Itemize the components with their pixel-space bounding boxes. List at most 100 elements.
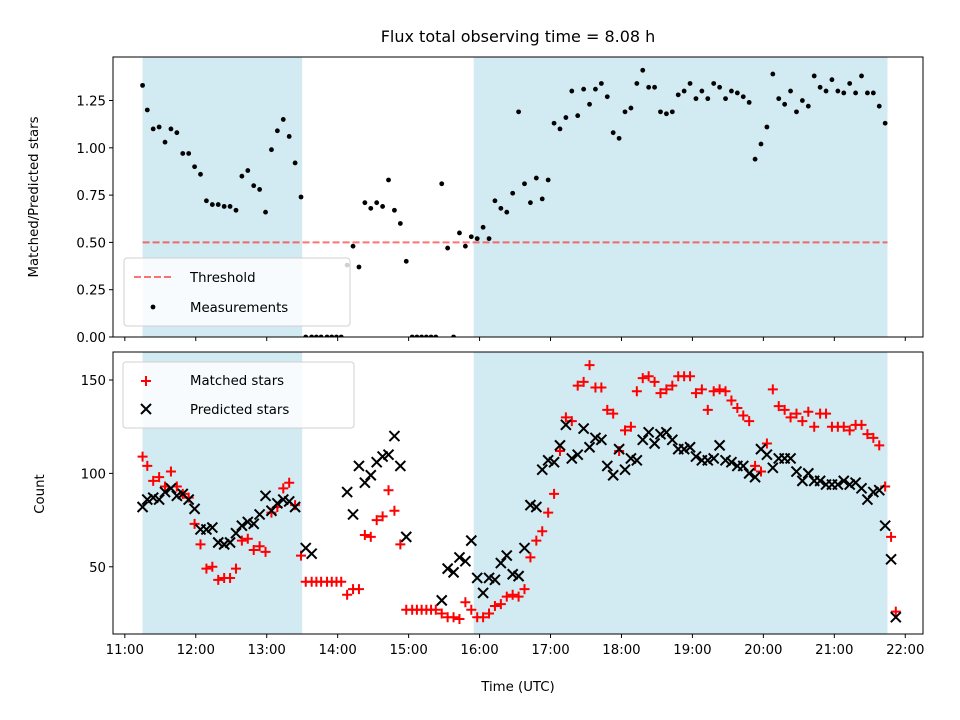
measurement-point: [419, 334, 425, 337]
predicted-point: [165, 482, 177, 495]
matched-point: [738, 410, 749, 421]
measurement-point: [486, 236, 492, 242]
measurement-point: [622, 109, 628, 115]
measurement-point: [664, 111, 669, 117]
measurement-point: [233, 207, 239, 213]
measurement-point: [374, 200, 380, 206]
measurement-point: [616, 135, 622, 141]
plot-area: [140, 67, 888, 337]
matched-point: [708, 386, 719, 397]
y-axis-label-top: Matched/Predicted stars: [27, 116, 42, 277]
legend-threshold-label: Threshold: [189, 271, 256, 286]
measurement-point: [587, 101, 592, 107]
predicted-point: [796, 475, 809, 487]
predicted-point: [159, 486, 171, 498]
predicted-point: [743, 467, 755, 480]
predicted-point: [153, 493, 165, 506]
predicted-point: [767, 462, 779, 474]
predicted-point: [637, 434, 649, 446]
measurement-point: [817, 84, 823, 90]
predicted-point: [136, 501, 149, 513]
observing-window-2: [473, 352, 888, 634]
predicted-point: [725, 456, 738, 468]
measurement-point: [257, 187, 263, 192]
matched-point: [821, 408, 832, 419]
predicted-point: [224, 536, 236, 549]
matched-point: [744, 416, 755, 427]
measurement-point: [711, 81, 717, 86]
measurement-point: [356, 264, 362, 270]
predicted-point: [359, 477, 371, 489]
predicted-point: [855, 482, 868, 495]
matched-point: [484, 608, 495, 619]
matched-point: [365, 531, 376, 542]
legend-measurements-swatch: [150, 304, 156, 310]
predicted-point: [465, 534, 477, 547]
predicted-point: [601, 460, 613, 472]
predicted-point: [394, 460, 407, 472]
matched-point: [513, 591, 524, 602]
predicted-point: [784, 452, 797, 465]
measurement-point: [658, 109, 663, 115]
y-tick-label: 150: [81, 374, 106, 389]
predicted-point: [530, 501, 543, 513]
matched-point: [466, 604, 477, 615]
predicted-point: [248, 518, 260, 530]
predicted-point: [289, 501, 301, 513]
x-tick-label: 12:00: [177, 643, 215, 658]
legend-matched-label: Matched stars: [190, 374, 284, 389]
matched-point: [260, 546, 271, 557]
measurement-point: [681, 88, 687, 94]
matched-point: [507, 589, 518, 600]
measurement-point: [150, 126, 156, 132]
measurement-point: [634, 81, 640, 86]
measurement-point: [286, 134, 292, 139]
predicted-point: [660, 426, 673, 439]
predicted-point: [631, 454, 643, 467]
x-tick-label: 22:00: [886, 643, 924, 658]
matched-point: [359, 530, 370, 541]
matched-point: [685, 371, 696, 382]
matched-point: [732, 403, 743, 414]
measurement-point: [362, 200, 368, 206]
matched-point: [342, 589, 353, 600]
matched-point: [460, 597, 471, 608]
matched-point: [661, 384, 672, 395]
measurement-point: [794, 109, 799, 115]
matched-point: [572, 380, 583, 391]
measurement-point: [598, 81, 604, 86]
measurement-point: [198, 171, 203, 177]
measurement-point: [823, 88, 829, 94]
predicted-point: [353, 460, 365, 472]
predicted-point: [572, 449, 584, 461]
matched-point: [773, 401, 784, 412]
matched-point: [377, 511, 388, 522]
measurement-point: [717, 84, 723, 90]
predicted-point: [761, 449, 773, 461]
x-tick-label: 19:00: [673, 643, 711, 658]
matched-point: [242, 533, 253, 544]
x-tick-label: 11:00: [106, 643, 144, 658]
matched-point: [248, 544, 259, 555]
predicted-point: [459, 555, 472, 567]
measurement-point: [640, 67, 646, 73]
predicted-point: [230, 527, 242, 539]
legend-box: [123, 257, 351, 327]
measurement-point: [504, 209, 510, 215]
measurement-point: [539, 196, 545, 202]
measurement-point: [474, 236, 480, 242]
ratio-panel: 0.00 0.25 0.50 0.75 1.00 1.25 Threshold Measure…: [76, 56, 924, 346]
matched-point: [584, 360, 595, 371]
measurement-point: [734, 90, 740, 96]
matched-point: [761, 438, 772, 449]
predicted-point: [814, 475, 826, 487]
matched-point: [714, 384, 725, 395]
predicted-point: [690, 450, 702, 463]
axes-frame: [112, 56, 924, 338]
measurement-point: [646, 84, 652, 90]
matched-point: [137, 451, 148, 462]
measurement-point: [192, 164, 197, 170]
measurement-point: [292, 160, 298, 166]
measurement-point: [414, 334, 420, 337]
measurement-point: [480, 224, 486, 230]
